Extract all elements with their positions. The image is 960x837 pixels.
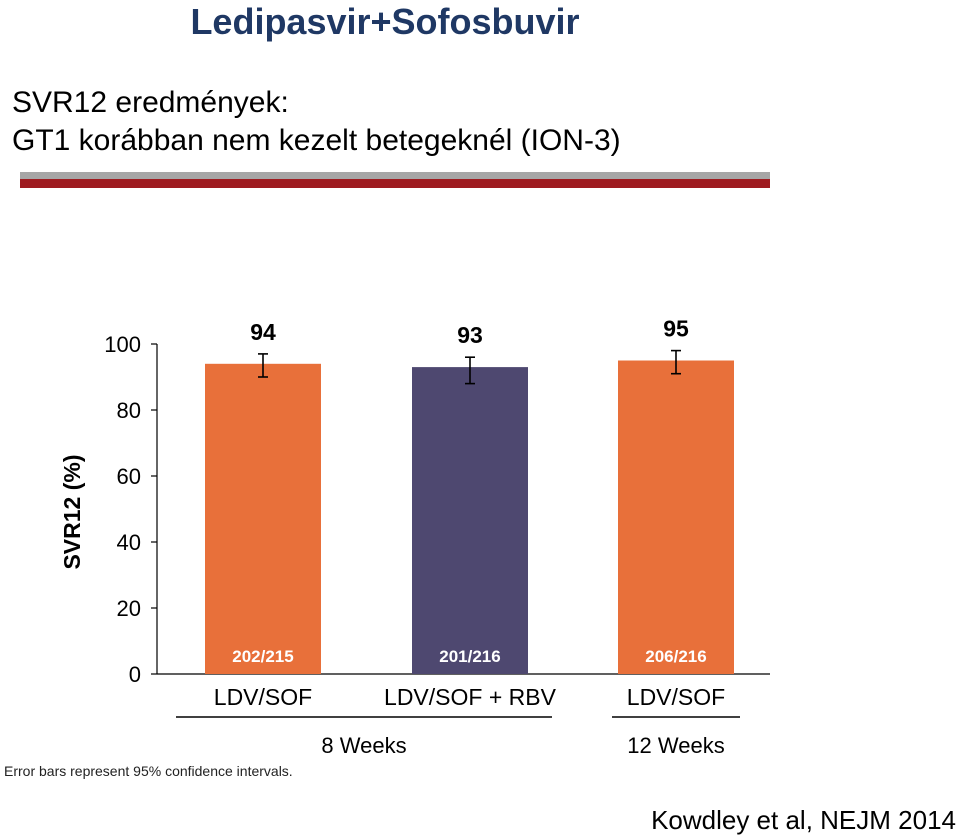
slide-title: Ledipasvir+Sofosbuvir	[190, 1, 580, 42]
subtitle-line-1: SVR12 eredmények:	[12, 86, 289, 119]
group-label: 12 Weeks	[627, 733, 724, 758]
citation: Kowdley et al, NEJM 2014	[651, 805, 956, 835]
bar	[412, 367, 528, 674]
y-tick-label: 20	[117, 596, 141, 621]
bar-chart: 0 20 40 60 80 100 SVR12 (%) 94 202/215 LDV/SOF 93 2…	[59, 316, 770, 758]
group-label: 8 Weeks	[321, 733, 406, 758]
y-tick-label: 0	[129, 662, 141, 687]
slide-subtitle: SVR12 eredmények: GT1 korábban nem kezel…	[12, 84, 621, 160]
divider-red	[20, 179, 770, 188]
value-label: 94	[250, 319, 276, 345]
divider-gray	[20, 172, 770, 179]
bar	[205, 363, 321, 674]
count-label: 202/215	[232, 647, 293, 666]
value-label: 95	[663, 316, 689, 342]
category-label: LDV/SOF	[214, 684, 312, 710]
y-tick-label: 40	[117, 530, 141, 555]
y-tick-label: 100	[104, 332, 141, 357]
subtitle-line-2: GT1 korábban nem kezelt betegeknél (ION-…	[12, 124, 621, 157]
footnote: Error bars represent 95% confidence inte…	[4, 763, 293, 779]
y-axis-label: SVR12 (%)	[59, 454, 85, 569]
category-label: LDV/SOF	[627, 684, 725, 710]
bar	[618, 360, 734, 674]
category-label: LDV/SOF + RBV	[384, 684, 557, 710]
value-label: 93	[457, 322, 483, 348]
count-label: 201/216	[439, 647, 500, 666]
count-label: 206/216	[645, 647, 706, 666]
y-tick-label: 80	[117, 398, 141, 423]
y-tick-label: 60	[117, 464, 141, 489]
